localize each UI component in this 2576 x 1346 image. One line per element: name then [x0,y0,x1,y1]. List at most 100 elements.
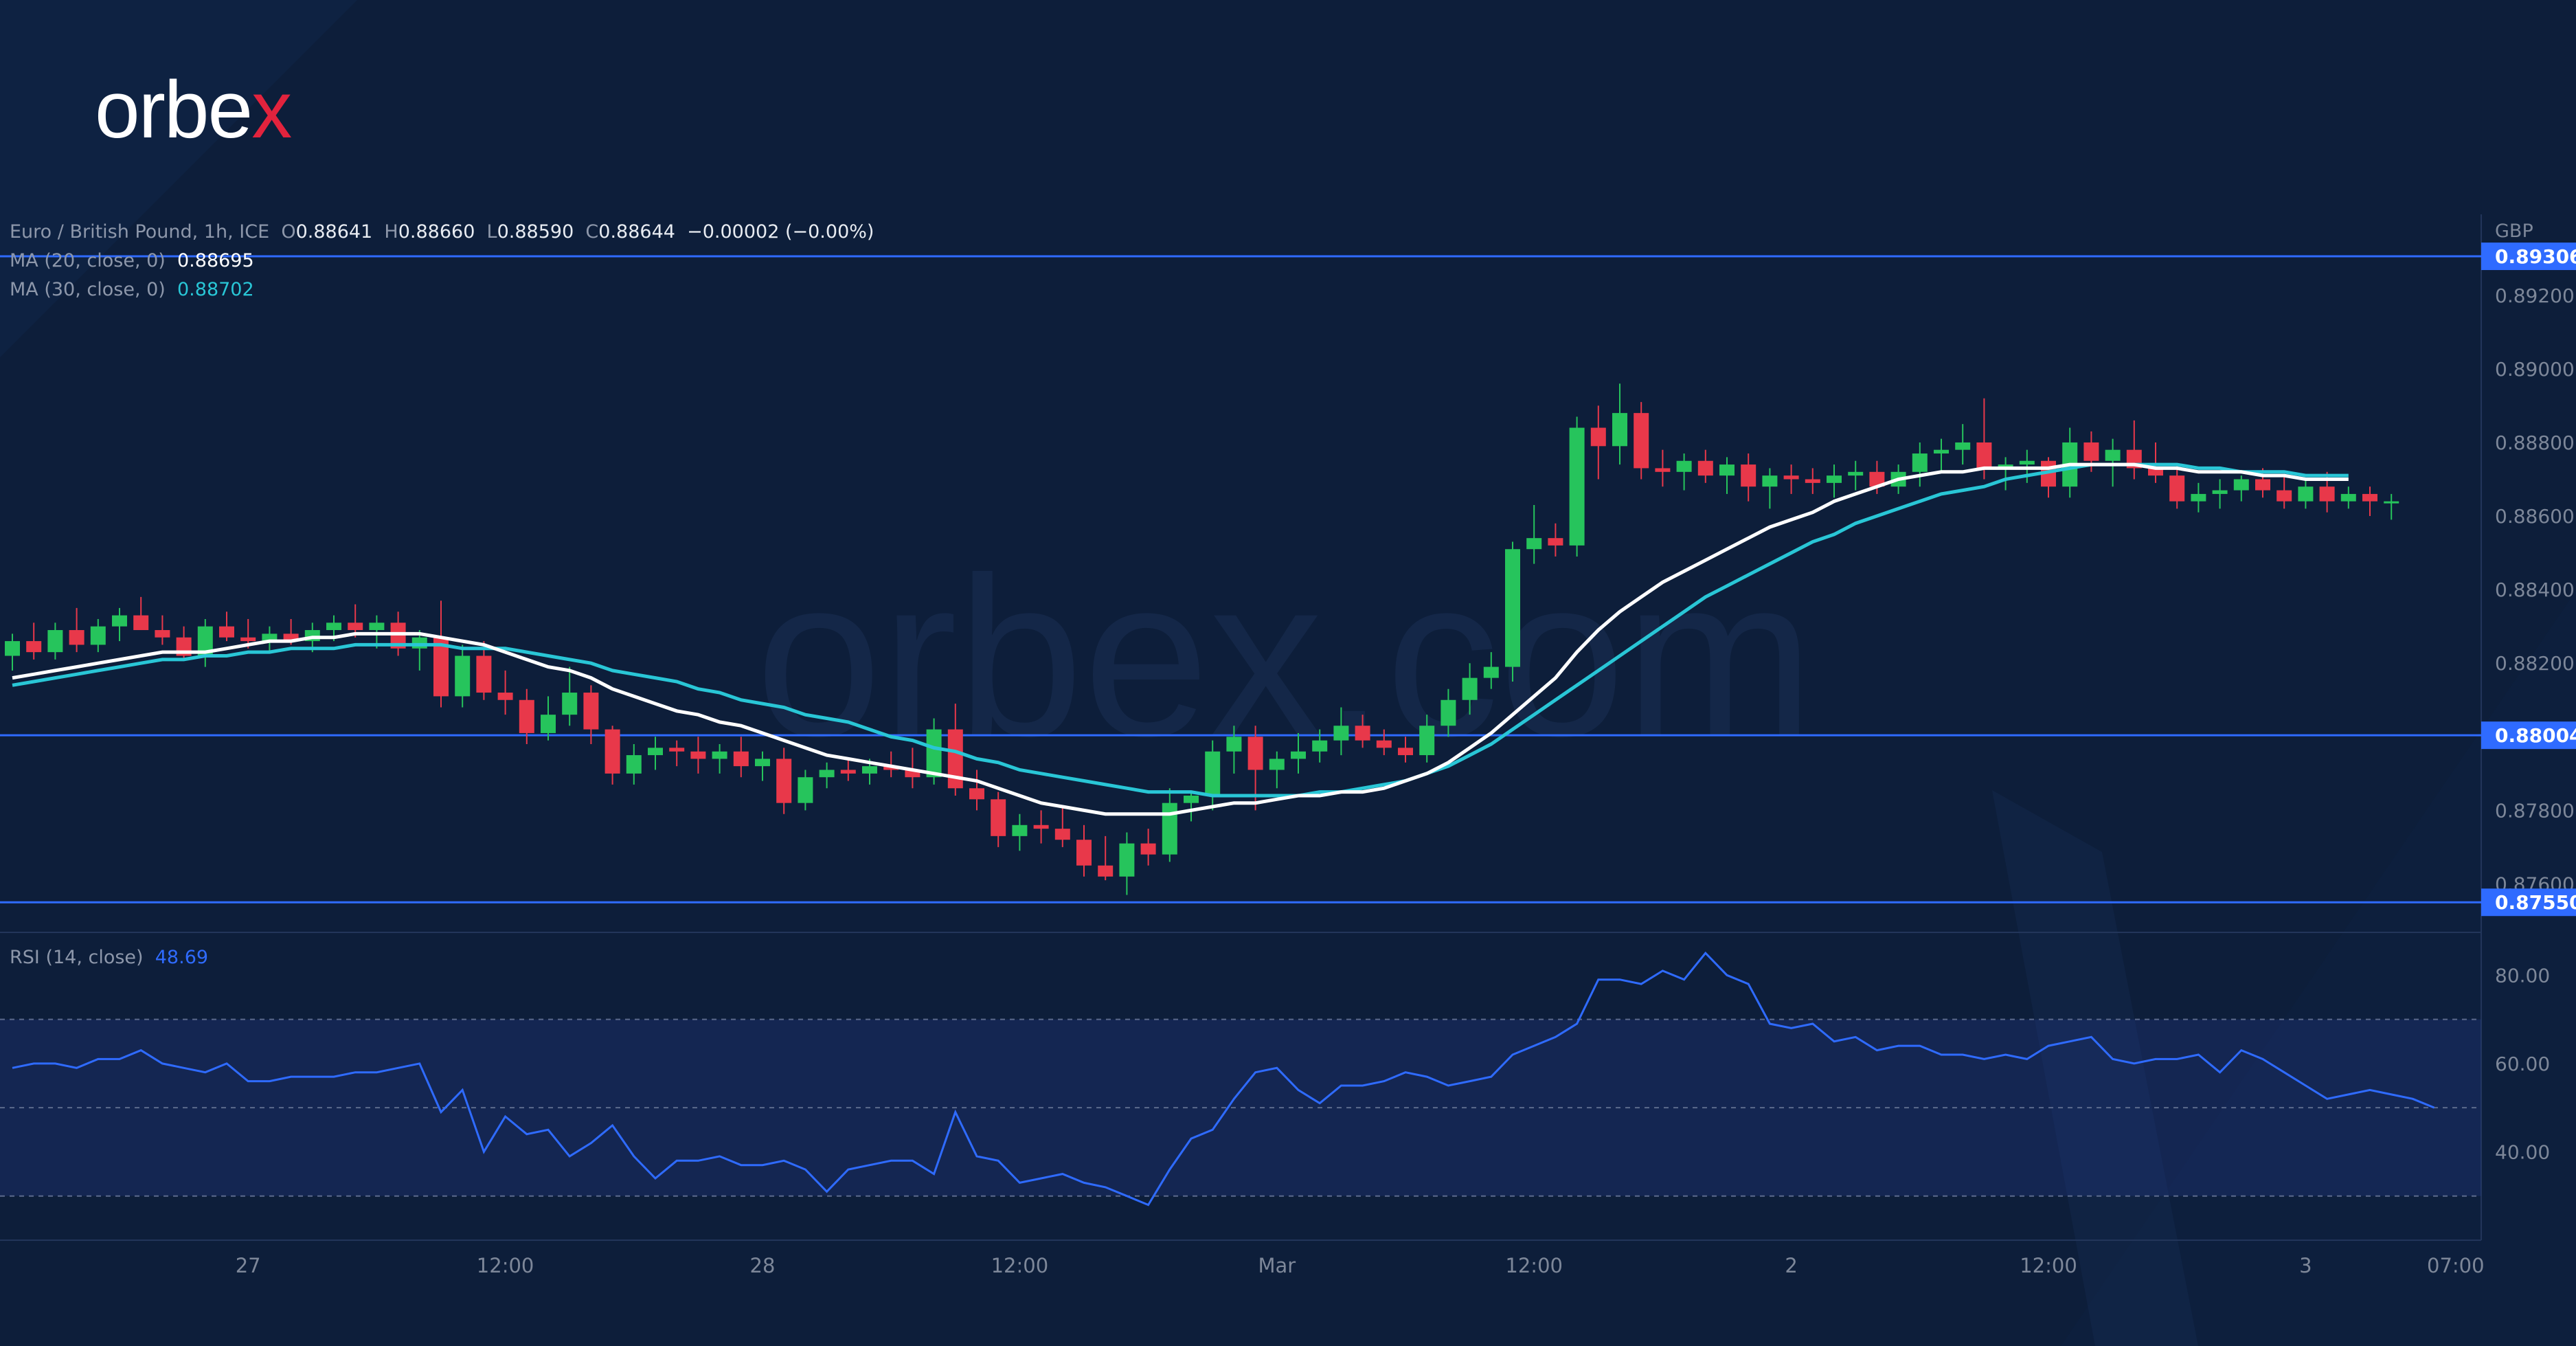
price-tick-label: 0.89000 [2495,358,2575,381]
candle-body [2083,442,2099,461]
ohlc-legend: Euro / British Pound, 1h, ICE O0.88641 H… [10,221,874,243]
candle-body [1848,471,1864,476]
ma20-legend: MA (20, close, 0) 0.88695 [10,250,254,271]
candle-body [1805,479,1820,483]
candle-body [819,770,835,778]
ma20-value: 0.88695 [177,250,254,271]
candle-body [1376,740,1392,748]
candle-body [1719,464,1735,476]
rsi-tick-label: 40.00 [2495,1141,2550,1163]
candle-body [90,626,106,645]
candle-body [1398,748,1413,756]
price-tick-label: 0.88200 [2495,652,2575,675]
rsi-legend: RSI (14, close) 48.69 [10,947,208,968]
open-value: 0.88641 [295,221,373,243]
level-label-box [2481,721,2576,750]
candle-body [1697,460,1713,476]
candle-body [411,637,427,649]
candle-body [690,751,706,759]
candle-body [1526,538,1542,550]
candle-body [197,626,213,656]
orbex-logo: orbex [95,63,292,157]
candle-body [155,630,170,638]
candle-body [262,633,278,642]
candle-body [1762,475,1778,487]
candle-body [1827,475,1842,483]
candle-body [2298,486,2314,502]
candle-body [755,759,770,767]
rsi-line [12,951,2435,1207]
candle-body [1312,740,1328,752]
candle-body [583,693,599,730]
candle-body [562,693,578,715]
logo-text: orbe [95,65,253,155]
candle-body [862,766,877,774]
candle-body [2212,490,2228,494]
candle-body [1098,865,1114,877]
bg-shape-bottom [0,591,2576,1346]
candle-body [2148,468,2163,476]
candle-body [1869,471,1885,487]
candle-body [2319,486,2335,502]
candle-body [1033,825,1049,829]
time-tick-label: 12:00 [477,1254,534,1277]
candle-body [2233,479,2249,491]
time-tick-label: Mar [1258,1254,1296,1277]
level-label-box [2481,888,2576,917]
candle-body [433,637,449,697]
ma30-label: MA (30, close, 0) [10,279,166,300]
candle-body [497,693,513,700]
candle-body [648,748,663,756]
candle-body [798,777,813,803]
candle-body [476,655,492,693]
candle-body [1634,413,1649,469]
candle-body [1119,843,1135,877]
candle-body [112,615,127,627]
rsi-tick-label: 60.00 [2495,1053,2550,1075]
level-label: 0.88004 [2495,724,2576,747]
logo-x: x [251,65,292,155]
candle-body [455,655,471,697]
candle-body [240,637,256,642]
candle-body [2340,493,2356,502]
candle-body [5,641,20,656]
change-value: −0.00002 (−0.00%) [687,221,874,243]
ma20-label: MA (20, close, 0) [10,250,166,271]
time-tick-label: 2 [1785,1254,1797,1277]
candle-body [283,633,299,642]
watermark-text: orbex.com [756,530,1814,783]
candle-body [369,622,385,631]
candle-body [1419,726,1435,756]
rsi-tick-label: 80.00 [2495,964,2550,987]
candle-body [219,626,234,638]
ma30-legend: MA (30, close, 0) 0.88702 [10,279,254,300]
rsi-value: 48.69 [155,947,209,968]
candle-body [1162,803,1177,855]
candle-body [840,770,856,774]
candle-body [605,729,620,774]
high-label: H [384,221,398,243]
time-tick-label: 07:00 [2427,1254,2485,1277]
bg-shape-stripe [1992,790,2198,1346]
time-tick-label: 3 [2299,1254,2312,1277]
ma20-line [12,462,2349,816]
candle-body [1569,427,1585,546]
candle-body [348,622,363,631]
high-value: 0.88660 [398,221,475,243]
open-label: O [281,221,296,243]
candle-body [69,630,84,645]
close-value: 0.88644 [598,221,675,243]
candle-body [905,770,920,778]
candle-body [390,622,406,649]
time-tick-label: 12:00 [2020,1254,2077,1277]
candle-body [1012,825,1028,836]
candle-body [519,699,534,733]
candle-body [133,615,149,631]
candle-body [1076,840,1092,866]
candle-body [883,766,899,770]
candle-body [541,715,556,733]
candle-body [1955,442,1971,450]
candle-body [1483,666,1499,678]
candle-body [1054,829,1070,840]
